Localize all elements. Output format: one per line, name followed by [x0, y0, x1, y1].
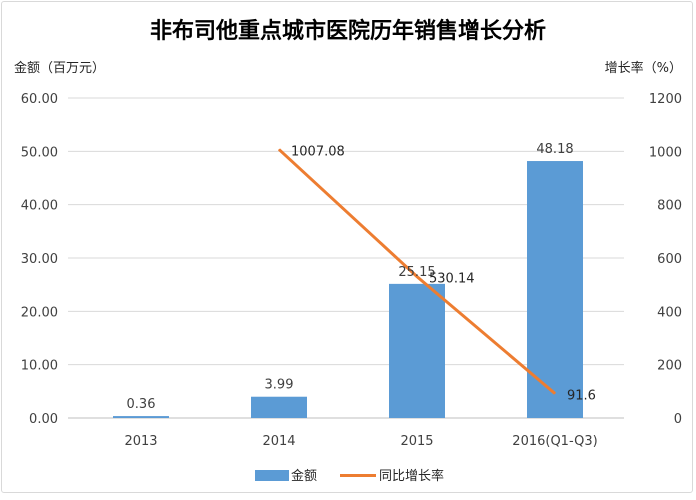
left-tick-label: 60.00 [21, 92, 58, 107]
legend-label-line: 同比增长率 [379, 468, 444, 484]
bar [527, 161, 583, 419]
left-tick-label: 30.00 [21, 252, 58, 267]
right-tick-label: 200 [657, 359, 682, 374]
line-point [278, 148, 280, 150]
bar-data-label: 3.99 [265, 378, 294, 393]
legend-label-bar: 金额 [291, 468, 317, 484]
left-tick-label: 10.00 [21, 359, 58, 374]
left-tick-label: 50.00 [21, 145, 58, 160]
line-point [416, 276, 418, 278]
left-axis-label: 金额（百万元） [14, 60, 105, 76]
right-tick-label: 400 [657, 305, 682, 320]
bar [389, 283, 445, 418]
line-data-label: 530.14 [429, 272, 475, 287]
line-data-label: 91.6 [567, 389, 596, 404]
right-tick-label: 600 [657, 252, 682, 267]
bar-data-label: 48.18 [536, 142, 573, 157]
x-tick-label: 2015 [400, 434, 433, 449]
right-tick-label: 0 [674, 412, 682, 427]
x-tick-label: 2014 [262, 434, 295, 449]
x-tick-label: 2013 [124, 434, 157, 449]
bar [113, 416, 169, 418]
chart-frame [1, 1, 693, 493]
line-point [554, 393, 556, 395]
legend-swatch-bar [255, 470, 289, 481]
bar-data-label: 0.36 [127, 397, 156, 412]
right-axis-label: 增长率（%） [605, 60, 682, 76]
left-tick-label: 40.00 [21, 199, 58, 214]
right-tick-label: 1200 [649, 92, 682, 107]
bar [251, 396, 307, 418]
bar-data-label: 25.15 [398, 265, 435, 280]
x-tick-label: 2016(Q1-Q3) [512, 434, 597, 449]
chart-title: 非布司他重点城市医院历年销售增长分析 [150, 18, 546, 44]
line-data-label: 1007.08 [291, 144, 345, 159]
right-tick-label: 1000 [649, 145, 682, 160]
left-tick-label: 20.00 [21, 305, 58, 320]
right-tick-label: 800 [657, 199, 682, 214]
left-tick-label: 0.00 [29, 412, 58, 427]
